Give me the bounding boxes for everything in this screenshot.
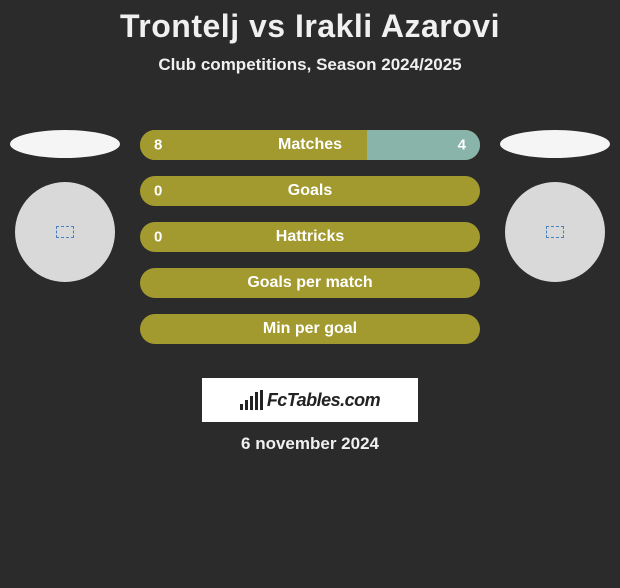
bar-value-right: 4 [458,137,466,154]
logo-text: FcTables.com [267,390,380,411]
flag-icon [56,226,74,238]
stat-bar: Min per goal [140,314,480,344]
logo-box: FcTables.com [202,378,418,422]
bar-value-left: 0 [154,229,162,246]
player-right-avatar [505,182,605,282]
player-left-ellipse [10,130,120,158]
bar-value-left: 8 [154,137,162,154]
player-left-avatar [15,182,115,282]
bar-label: Goals [288,182,332,200]
stat-bar: 0 Goals [140,176,480,206]
bar-label: Hattricks [276,228,344,246]
bar-label: Matches [278,136,342,154]
player-right-ellipse [500,130,610,158]
logo-icon [240,390,263,410]
bar-label: Min per goal [263,320,357,338]
subtitle: Club competitions, Season 2024/2025 [0,55,620,75]
stat-bar: Goals per match [140,268,480,298]
flag-icon [546,226,564,238]
date-text: 6 november 2024 [0,434,620,454]
player-right-avatar-column [495,130,615,282]
page-title: Trontelj vs Irakli Azarovi [0,8,620,45]
stat-bar: 0 Hattricks [140,222,480,252]
comparison-bars: 8 4 Matches 0 Goals 0 Hattricks Goals per match… [140,130,480,344]
player-left-avatar-column [5,130,125,282]
bar-value-left: 0 [154,183,162,200]
stat-bar: 8 4 Matches [140,130,480,160]
bar-label: Goals per match [247,274,372,292]
